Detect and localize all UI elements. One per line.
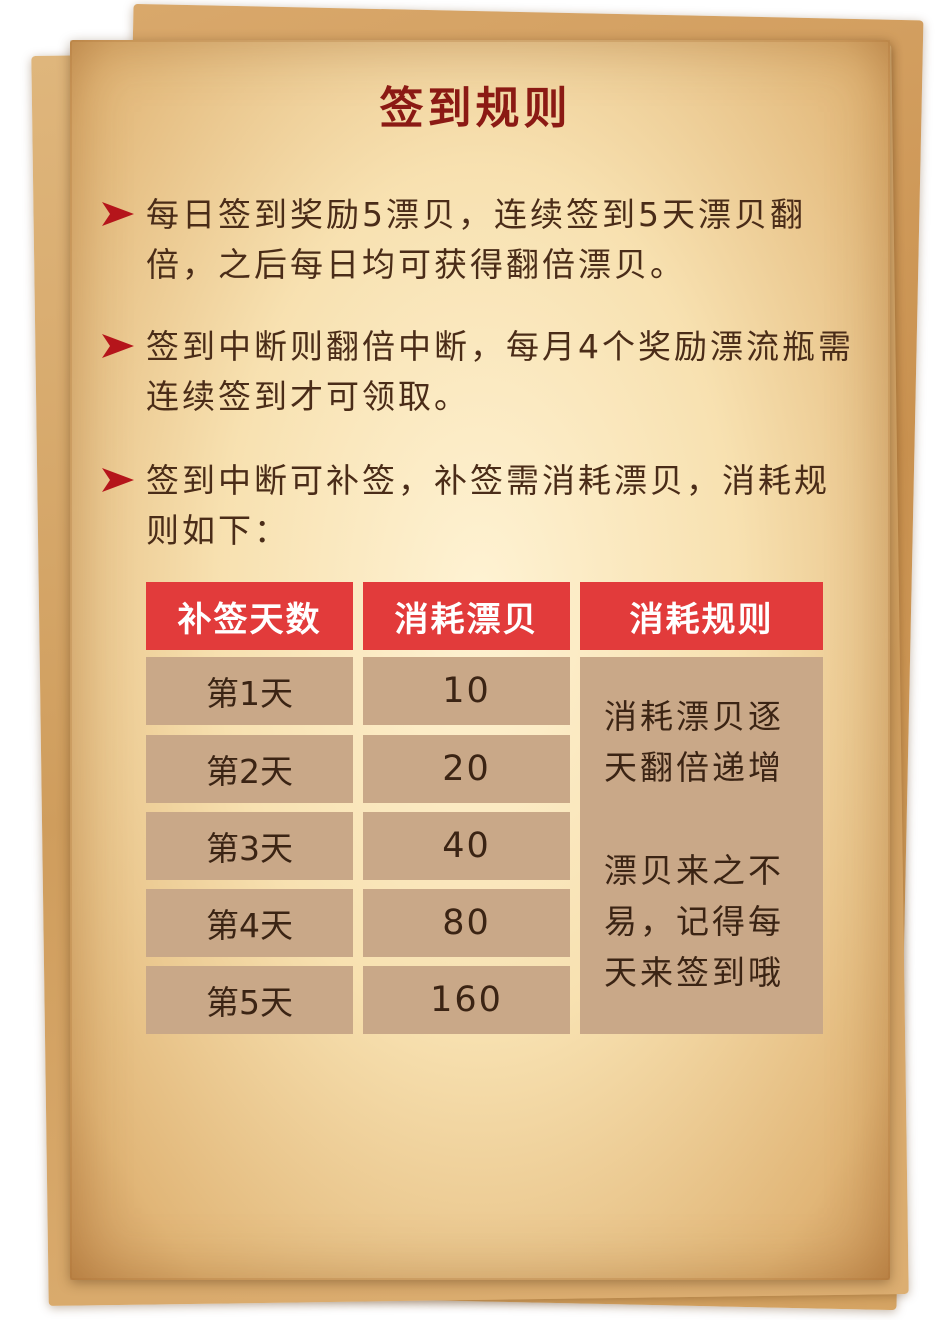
rule-note-reminder: 漂贝来之不易，记得每天来签到哦 <box>604 851 784 992</box>
table-cell-rule-note: 消耗漂贝逐天翻倍递增 漂贝来之不易，记得每天来签到哦 <box>580 657 823 1034</box>
rule-item-2: 签到中断则翻倍中断，每月4个奖励漂流瓶需连续签到才可领取。 <box>100 322 860 422</box>
table-cell-day: 第2天 <box>146 735 353 803</box>
arrow-bullet-icon <box>102 334 134 358</box>
table-cell-day: 第1天 <box>146 657 353 725</box>
table-cell-cost: 40 <box>363 812 570 880</box>
arrow-bullet-icon <box>102 202 134 226</box>
table-cell-day: 第5天 <box>146 966 353 1034</box>
arrow-bullet-icon <box>102 468 134 492</box>
table-cell-cost: 10 <box>363 657 570 725</box>
rule-item-1: 每日签到奖励5漂贝，连续签到5天漂贝翻倍，之后每日均可获得翻倍漂贝。 <box>100 190 860 290</box>
table-cell-day: 第4天 <box>146 889 353 957</box>
table-cell-cost: 160 <box>363 966 570 1034</box>
table-cell-cost: 80 <box>363 889 570 957</box>
rule-note-doubling: 消耗漂贝逐天翻倍递增 <box>604 697 784 787</box>
rule-text-3: 签到中断可补签，补签需消耗漂贝，消耗规则如下： <box>146 461 830 550</box>
page-title: 签到规则 <box>379 83 572 134</box>
table-header-cost: 消耗漂贝 <box>363 582 570 650</box>
table-header-days: 补签天数 <box>146 582 353 650</box>
table-header-rule: 消耗规则 <box>580 582 823 650</box>
rule-text-2: 签到中断则翻倍中断，每月4个奖励漂流瓶需连续签到才可领取。 <box>146 327 854 416</box>
table-cell-day: 第3天 <box>146 812 353 880</box>
rule-text-1: 每日签到奖励5漂贝，连续签到5天漂贝翻倍，之后每日均可获得翻倍漂贝。 <box>146 195 806 284</box>
rule-item-3: 签到中断可补签，补签需消耗漂贝，消耗规则如下： <box>100 456 860 556</box>
table-cell-cost: 20 <box>363 735 570 803</box>
